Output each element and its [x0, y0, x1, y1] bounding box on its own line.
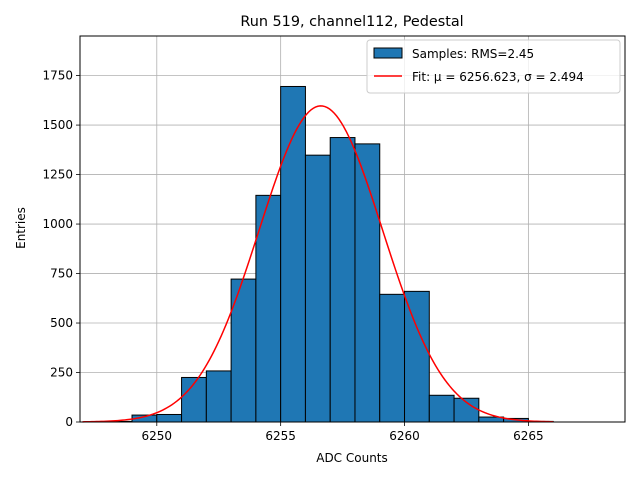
- histogram-bar: [205, 370, 232, 423]
- y-tick-label: 0: [65, 415, 73, 429]
- histogram-bar: [354, 143, 381, 423]
- legend-swatch-histogram: [373, 47, 403, 59]
- y-tick-label: 1250: [42, 168, 73, 182]
- y-tick-label: 250: [50, 366, 73, 380]
- x-tick-label: 6260: [389, 429, 420, 443]
- legend: Samples: RMS=2.45 Fit: μ = 6256.623, σ =…: [366, 39, 621, 94]
- x-tick-label: 6255: [265, 429, 296, 443]
- histogram-bar: [404, 290, 430, 423]
- legend-label-histogram: Samples: RMS=2.45: [412, 47, 534, 61]
- chart-title: Run 519, channel112, Pedestal: [240, 14, 463, 30]
- y-tick-label: 500: [50, 316, 73, 330]
- y-tick-label: 750: [50, 267, 73, 281]
- y-tick-label: 1000: [42, 217, 73, 231]
- legend-label-fit: Fit: μ = 6256.623, σ = 2.494: [412, 70, 584, 84]
- x-axis-label: ADC Counts: [316, 451, 388, 465]
- plot-frame: [79, 35, 626, 423]
- fit-curve: [82, 105, 554, 423]
- y-tick-label: 1500: [42, 118, 73, 132]
- histogram-bar: [329, 137, 356, 423]
- x-axis-ticks: 6250 6255 6260 6265: [142, 422, 544, 443]
- histogram-bar: [428, 394, 455, 423]
- y-axis-ticks: 0 250 500 750 1000 1250 1500 1750: [42, 69, 80, 429]
- histogram-bar: [379, 293, 406, 423]
- x-tick-label: 6265: [513, 429, 544, 443]
- y-tick-label: 1750: [42, 69, 73, 83]
- fit-curve-layer: [82, 105, 554, 423]
- y-axis-label: Entries: [14, 207, 28, 249]
- legend-box: [366, 39, 621, 94]
- x-tick-label: 6250: [142, 429, 173, 443]
- histogram-bar: [156, 413, 183, 423]
- histogram-bar: [304, 154, 331, 423]
